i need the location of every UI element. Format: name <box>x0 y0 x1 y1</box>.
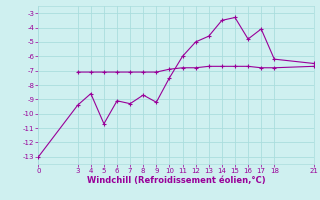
X-axis label: Windchill (Refroidissement éolien,°C): Windchill (Refroidissement éolien,°C) <box>87 176 265 185</box>
